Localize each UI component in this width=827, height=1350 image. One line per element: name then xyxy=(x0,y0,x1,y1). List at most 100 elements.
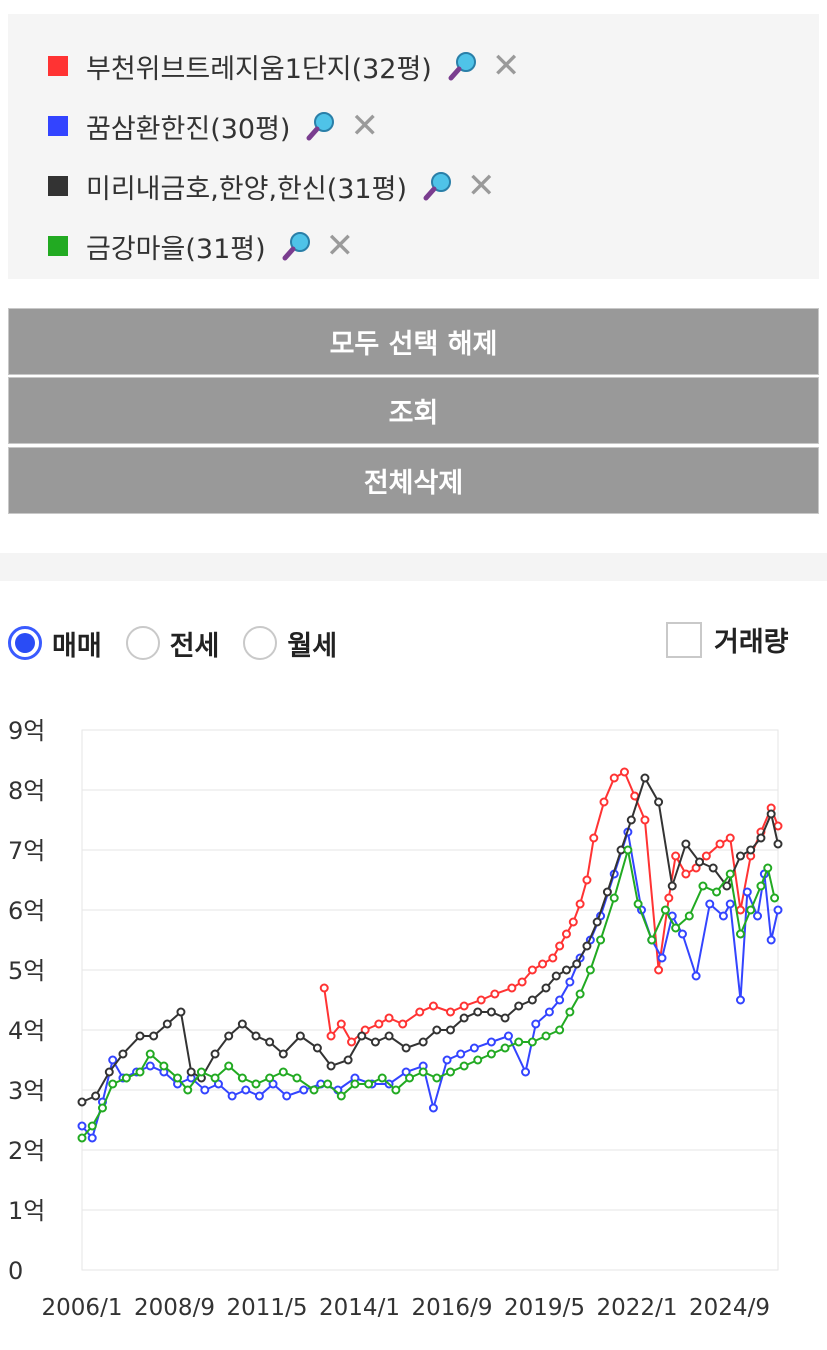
data-point xyxy=(735,851,745,861)
data-point xyxy=(278,1067,288,1077)
data-point xyxy=(602,887,612,897)
radio-button[interactable] xyxy=(243,626,278,660)
data-point xyxy=(626,815,636,825)
data-point xyxy=(418,1037,428,1047)
data-point xyxy=(561,929,571,939)
data-point xyxy=(527,995,537,1005)
x-tick-label: 2019/5 xyxy=(504,1295,585,1321)
close-icon[interactable]: ✕ xyxy=(325,226,355,266)
deselect-all-button[interactable]: 모두 선택 해제 xyxy=(8,308,819,375)
data-point xyxy=(108,1055,118,1065)
legend-label[interactable]: 부천위브트레지움1단지(32평) xyxy=(86,53,432,85)
data-point xyxy=(640,773,650,783)
data-point xyxy=(309,1085,319,1095)
y-tick-label: 6억 xyxy=(8,897,45,925)
data-point xyxy=(514,1001,524,1011)
legend-item-3: 금강마을(31평) ✕ xyxy=(48,226,354,266)
data-point xyxy=(561,965,571,975)
data-point xyxy=(428,1001,438,1011)
data-point xyxy=(647,935,657,945)
magnifier-icon[interactable] xyxy=(446,49,480,83)
radio-label: 매매 xyxy=(52,630,102,662)
data-point xyxy=(347,1037,357,1047)
data-point xyxy=(691,971,701,981)
x-axis-ticks: 2006/1 2008/9 2011/5 2014/1 2016/9 2019/5 2022… xyxy=(42,1295,770,1321)
data-point xyxy=(575,899,585,909)
data-point xyxy=(87,1121,97,1131)
data-point xyxy=(654,797,664,807)
legend-label[interactable]: 미리내금호,한양,한신(31평) xyxy=(86,173,407,205)
data-point xyxy=(186,1067,196,1077)
data-point xyxy=(149,1031,159,1041)
data-point xyxy=(746,845,756,855)
data-point xyxy=(237,1019,247,1029)
search-button[interactable]: 조회 xyxy=(8,377,819,444)
data-point xyxy=(503,1031,513,1041)
data-point xyxy=(456,1049,466,1059)
data-point xyxy=(398,1019,408,1029)
data-point xyxy=(640,815,650,825)
magnifier-icon[interactable] xyxy=(304,109,338,143)
data-point xyxy=(227,1091,237,1101)
data-point xyxy=(486,1007,496,1017)
magnifier-icon[interactable] xyxy=(280,229,314,263)
data-point xyxy=(753,911,763,921)
selected-apartments-panel: 부천위브트레지움1단지(32평) ✕ 꿈삼환한진(30평) ✕ 미리내금호,한양… xyxy=(8,14,819,279)
data-point xyxy=(677,929,687,939)
data-point xyxy=(507,983,517,993)
data-point xyxy=(91,1091,101,1101)
data-point xyxy=(718,911,728,921)
data-point xyxy=(708,863,718,873)
data-point xyxy=(295,1031,305,1041)
data-point xyxy=(725,833,735,843)
data-point xyxy=(442,1055,452,1065)
data-point xyxy=(664,893,674,903)
data-point xyxy=(241,1085,251,1095)
data-point xyxy=(384,1013,394,1023)
data-point xyxy=(555,1025,565,1035)
data-point xyxy=(336,1091,346,1101)
close-icon[interactable]: ✕ xyxy=(491,46,521,86)
radio-button[interactable] xyxy=(8,626,42,660)
close-icon[interactable]: ✕ xyxy=(467,166,496,206)
data-point xyxy=(763,863,773,873)
delete-all-button[interactable]: 전체삭제 xyxy=(8,447,819,514)
data-point xyxy=(77,1097,87,1107)
data-point xyxy=(432,1025,442,1035)
data-point xyxy=(108,1079,118,1089)
data-point xyxy=(657,953,667,963)
data-point xyxy=(326,1031,336,1041)
data-point xyxy=(326,1061,336,1071)
volume-checkbox[interactable] xyxy=(666,621,702,658)
close-icon[interactable]: ✕ xyxy=(350,106,379,146)
radio-button[interactable] xyxy=(125,626,160,660)
data-point xyxy=(575,989,585,999)
data-point xyxy=(681,839,691,849)
x-tick-label: 2022/1 xyxy=(597,1295,678,1321)
data-point xyxy=(87,1133,97,1143)
x-tick-label: 2016/9 xyxy=(412,1295,493,1321)
y-tick-label: 8억 xyxy=(8,777,45,805)
y-tick-label: 4억 xyxy=(8,1017,45,1045)
radio-monthly-rent[interactable]: 월세 xyxy=(243,624,337,663)
data-point xyxy=(756,881,766,891)
data-point xyxy=(319,983,329,993)
data-point xyxy=(599,797,609,807)
data-point xyxy=(770,893,780,903)
x-tick-label: 2024/9 xyxy=(689,1295,770,1321)
legend-label[interactable]: 꿈삼환한진(30평) xyxy=(86,113,291,145)
radio-sale[interactable]: 매매 xyxy=(8,624,102,663)
data-point xyxy=(725,869,735,879)
volume-toggle[interactable]: 거래량 xyxy=(666,620,789,659)
data-point xyxy=(596,935,606,945)
data-point xyxy=(756,833,766,843)
data-point xyxy=(377,1073,387,1083)
data-point xyxy=(459,1001,469,1011)
radio-jeonse[interactable]: 전세 xyxy=(125,624,219,663)
data-point xyxy=(445,1007,455,1017)
legend-label[interactable]: 금강마을(31평) xyxy=(86,233,266,265)
magnifier-icon[interactable] xyxy=(421,169,455,203)
data-point xyxy=(773,839,783,849)
data-point xyxy=(357,1031,367,1041)
